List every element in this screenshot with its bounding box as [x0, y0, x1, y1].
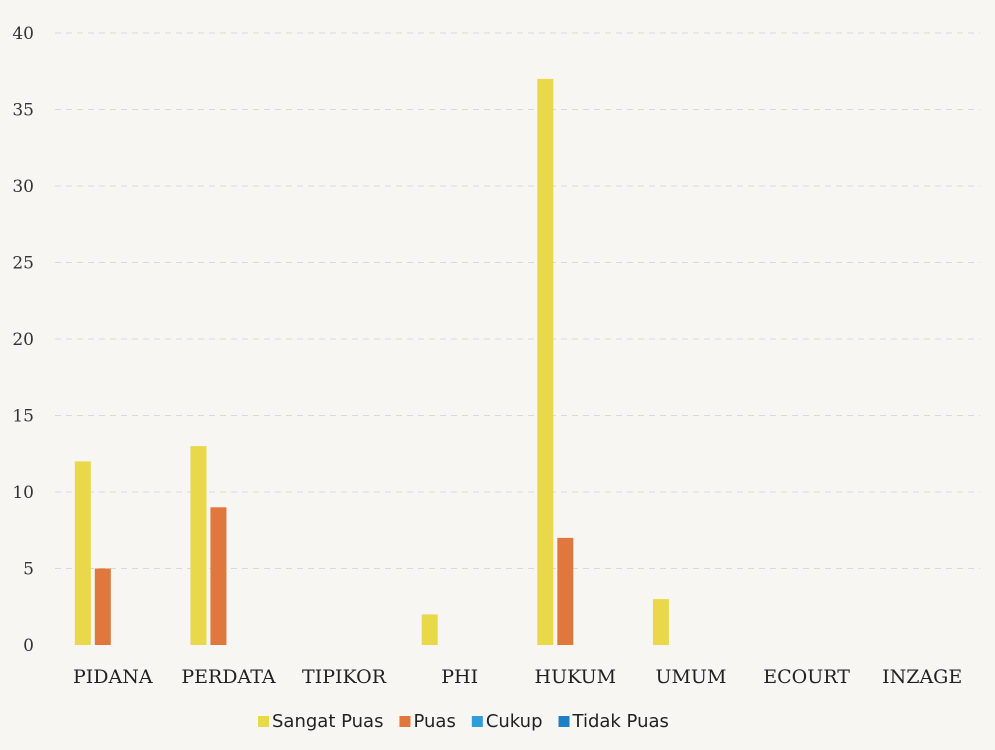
legend-label: Sangat Puas — [272, 711, 383, 732]
y-tick-label: 35 — [12, 101, 34, 121]
x-category-label: TIPIKOR — [302, 666, 387, 688]
y-tick-label: 15 — [12, 407, 34, 427]
legend-label: Puas — [413, 711, 455, 732]
x-category-label: ECOURT — [763, 666, 850, 688]
bar-sangat-puas-phi — [421, 614, 438, 645]
legend-swatch-puas — [399, 716, 411, 727]
y-tick-label: 10 — [12, 483, 34, 503]
x-category-label: PHI — [441, 666, 478, 688]
bars — [74, 78, 669, 645]
y-tick-label: 0 — [23, 636, 34, 656]
y-tick-label: 25 — [12, 254, 34, 274]
bar-sangat-puas-umum — [652, 599, 669, 645]
bar-sangat-puas-pidana — [74, 461, 91, 645]
legend-swatch-tidak-puas — [558, 716, 570, 727]
x-category-label: UMUM — [655, 666, 726, 688]
legend-swatch-sangat-puas — [258, 716, 269, 727]
x-category-label: INZAGE — [882, 666, 962, 688]
y-tick-label: 5 — [23, 560, 34, 580]
bar-puas-hukum — [557, 537, 574, 645]
bar-sangat-puas-hukum — [537, 78, 554, 645]
y-tick-label: 30 — [12, 177, 34, 197]
x-category-label: PERDATA — [181, 666, 276, 688]
bar-puas-perdata — [210, 507, 227, 645]
legend-label: Cukup — [486, 711, 543, 732]
y-tick-label: 40 — [12, 24, 34, 44]
x-axis: PIDANA PERDATA TIPIKOR PHI HUKUM UMUM ECOURT IN… — [73, 666, 962, 688]
x-category-label: PIDANA — [73, 666, 153, 688]
x-category-label: HUKUM — [535, 666, 617, 688]
legend: Sangat Puas Puas Cukup Tidak Puas — [258, 711, 669, 732]
bar-sangat-puas-perdata — [190, 446, 207, 645]
y-tick-label: 20 — [12, 330, 34, 350]
gridlines — [55, 32, 980, 569]
y-axis: 0 5 10 15 20 25 30 35 40 — [12, 24, 34, 656]
legend-label: Tidak Puas — [572, 711, 669, 732]
legend-swatch-cukup — [471, 716, 483, 727]
bar-puas-pidana — [94, 568, 111, 645]
